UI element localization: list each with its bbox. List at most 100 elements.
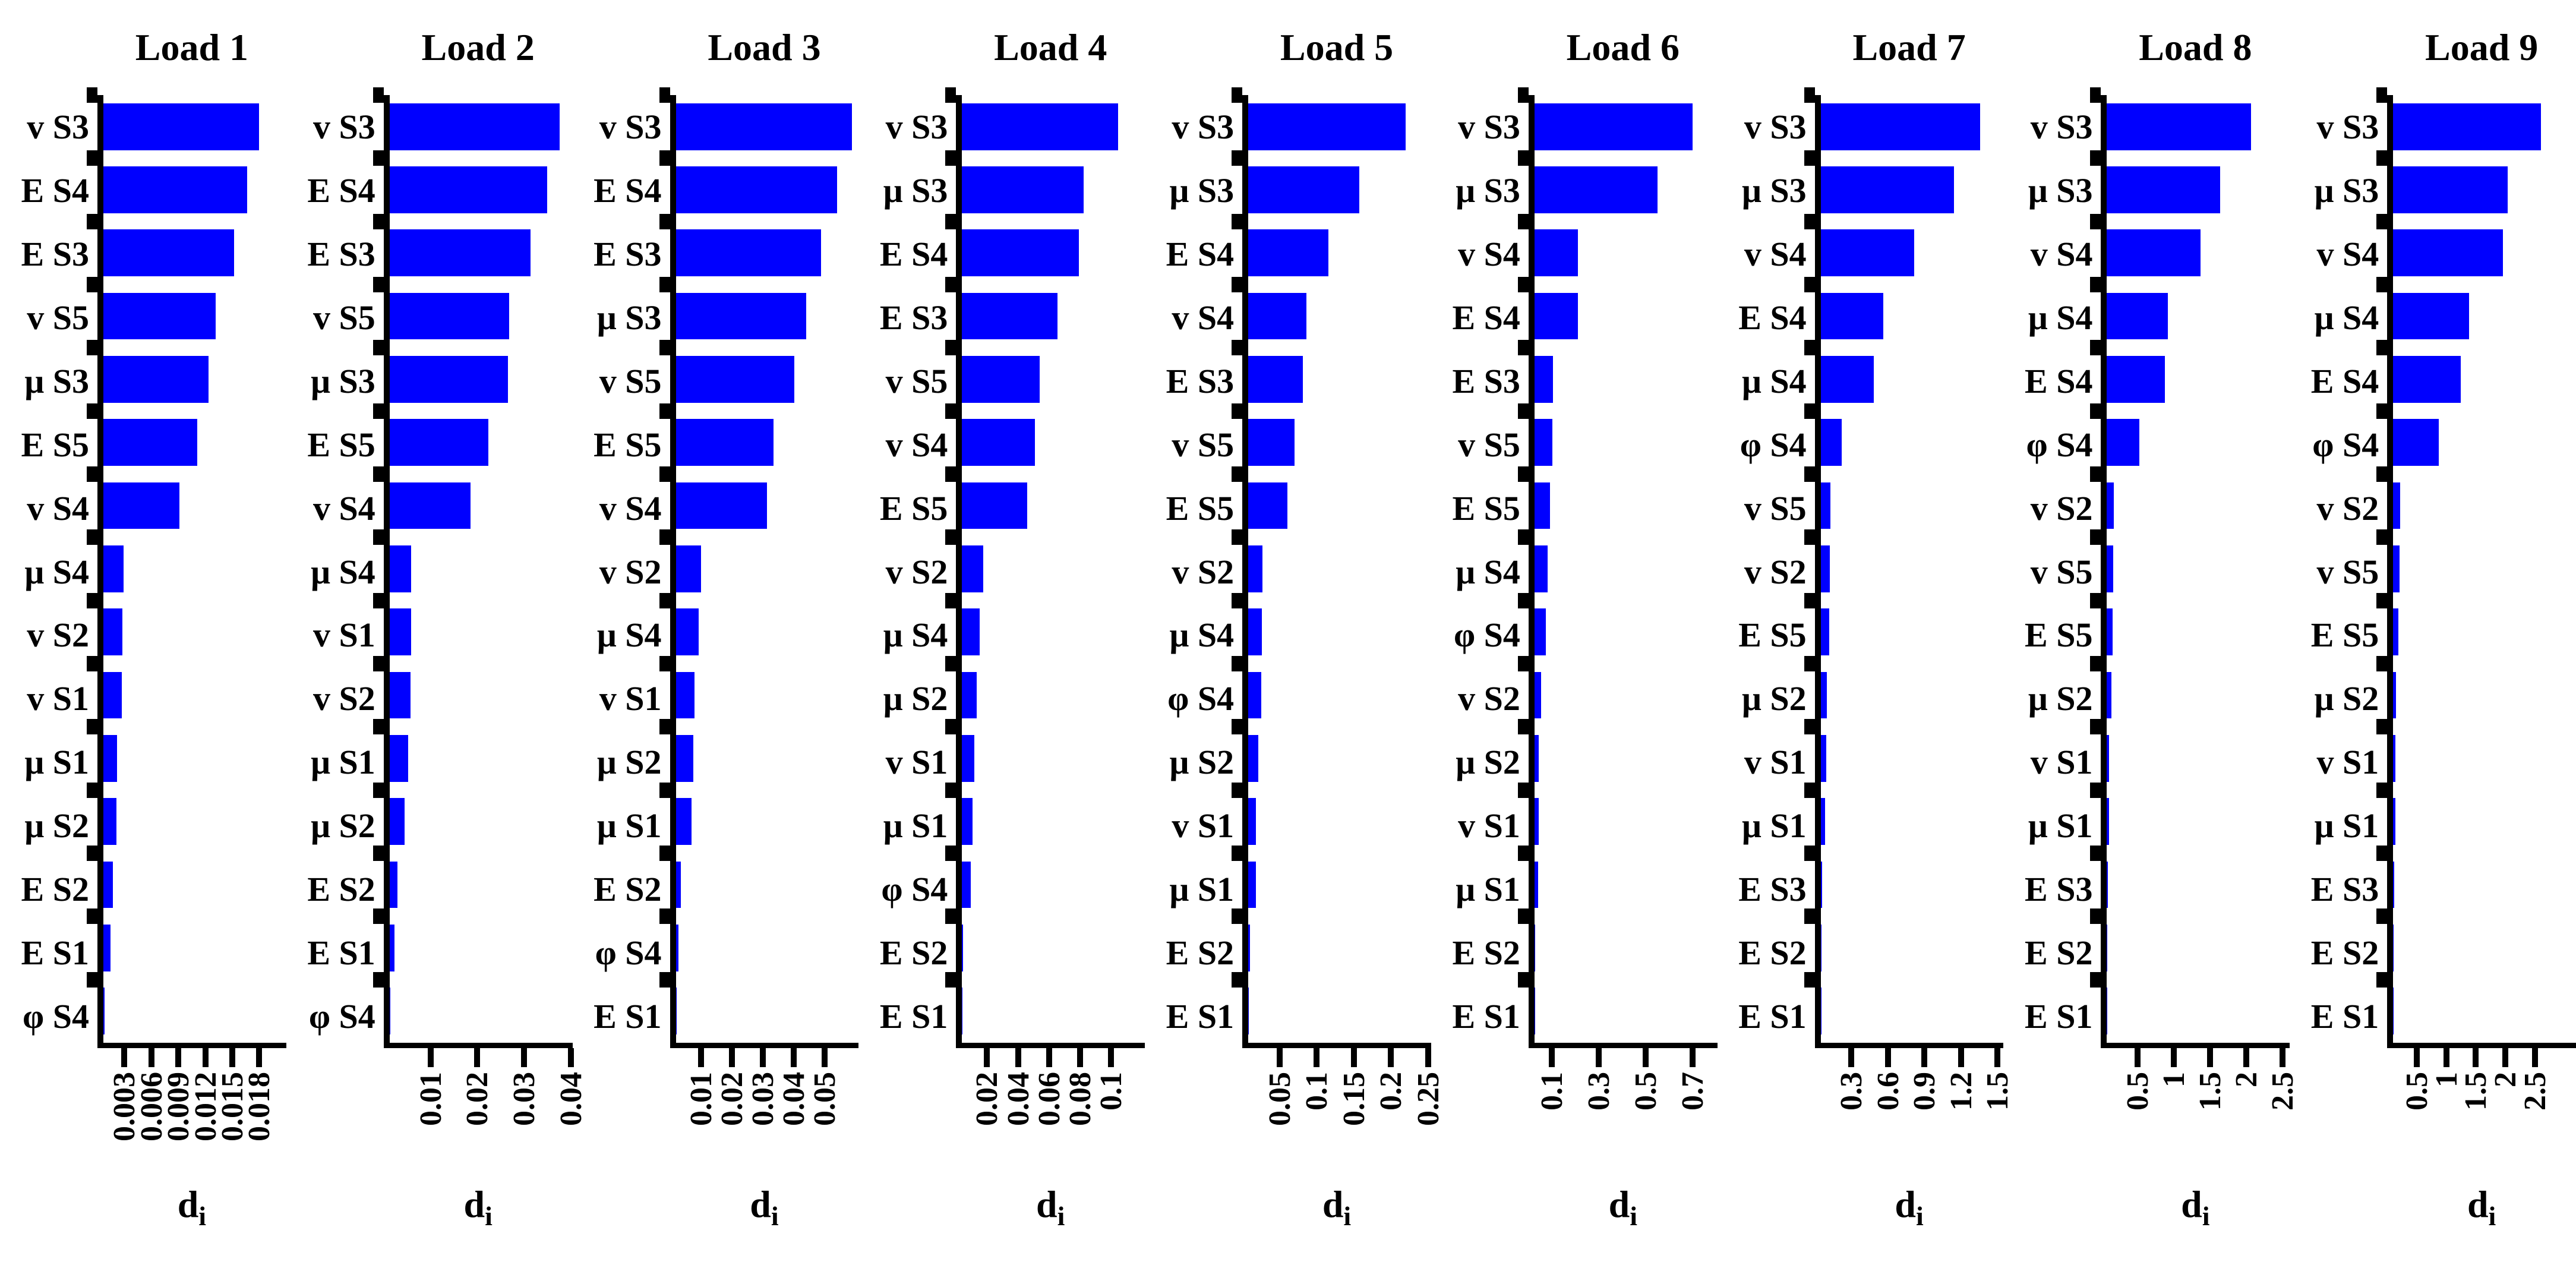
category-label: E S3 [594, 234, 662, 273]
y-axis-tick [945, 971, 956, 988]
x-axis-tick-label: 0.018 [242, 1072, 311, 1141]
y-axis-tick [945, 466, 956, 482]
bar-rows [103, 95, 286, 1043]
x-axis-label: di [2387, 1167, 2576, 1265]
bar-row [103, 158, 286, 221]
plot-area [2376, 87, 2576, 1048]
y-axis-tick [372, 846, 384, 861]
bar-v-s5 [675, 356, 795, 403]
category-label: v S2 [885, 552, 948, 591]
y-axis-tick [2376, 592, 2388, 608]
x-axis-tick-label: 1.5 [2193, 1072, 2231, 1111]
y-axis-tick [1804, 971, 1815, 988]
y-axis-tick [659, 87, 670, 103]
bar-e-s4 [389, 166, 547, 213]
bar-row [103, 285, 286, 348]
x-axis-tick-label-text: 0.3 [1582, 1072, 1617, 1111]
x-axis-tick-label: 0.5 [1628, 1072, 1667, 1111]
x-axis-tick-label: 2.5 [2265, 1072, 2304, 1111]
plot-area [372, 87, 573, 1048]
bar-row [1820, 664, 2004, 727]
x-axis-label: di [956, 1167, 1145, 1265]
category-label: v S3 [599, 107, 662, 146]
category-label: E S5 [594, 425, 662, 464]
bar-row [962, 95, 1145, 158]
y-axis-tick [945, 340, 956, 356]
x-axis-tick-label-text: 0.7 [1676, 1072, 1710, 1111]
category-label: E S4 [1452, 298, 1520, 337]
bar-e-s4 [675, 166, 838, 213]
category-label: v S1 [27, 679, 89, 718]
bar-row [103, 348, 286, 411]
category-label: v S5 [2316, 552, 2379, 591]
y-axis-tick [2376, 529, 2388, 545]
category-label: E S2 [1738, 933, 1807, 973]
category-label: φ S4 [2026, 425, 2093, 464]
bar-row [962, 601, 1145, 664]
x-axis-label-base: d [1608, 1183, 1630, 1225]
category-label: E S2 [1452, 933, 1520, 973]
bar-v-s4 [389, 482, 471, 529]
x-axis-tick-label: 0.3 [1581, 1072, 1620, 1111]
y-axis-category-labels: v S3 E S4 E S3 v S5 μ S3 E S5 v S4 μ S4 v S2 v S1… [0, 95, 97, 1048]
bar-row [1248, 474, 1431, 537]
bar-φ-s4 [103, 988, 105, 1035]
y-axis-tick [1232, 782, 1243, 798]
y-axis-tick [2376, 656, 2388, 671]
bar-e-s3 [1248, 356, 1303, 403]
y-axis-tick [1232, 656, 1243, 671]
category-label: E S1 [2310, 997, 2379, 1036]
category-label: E S5 [1452, 488, 1520, 528]
y-axis-tick [945, 87, 956, 103]
y-axis-tick [659, 846, 670, 861]
bar-e-s5 [962, 482, 1027, 529]
bar-row [962, 664, 1145, 727]
bar-μ-s4 [1534, 545, 1548, 592]
y-axis-category-labels: v S3 μ S3 v S4 μ S4 E S4 φ S4 v S2 v S5 E S5 μ S2… [2003, 95, 2101, 1048]
x-axis-ticks: 0.01 0.02 0.03 0.04 [384, 1048, 588, 1167]
x-axis-label-subscript: i [485, 1201, 493, 1231]
bar-e-s3 [103, 229, 234, 277]
x-axis-tick [1046, 1048, 1052, 1067]
bar-row [2393, 537, 2576, 600]
y-axis-tick [1517, 592, 1529, 608]
bar-μ-s1 [389, 735, 409, 782]
y-axis-tick [87, 403, 97, 419]
bar-row [2107, 474, 2290, 537]
category-label: μ S4 [1742, 361, 1807, 400]
category-label: μ S3 [311, 361, 375, 400]
x-axis-tick-label: 1 [2157, 1072, 2191, 1107]
y-axis-tick [945, 592, 956, 608]
y-axis-tick [659, 213, 670, 229]
panel-load-7: Load 7 v S3 μ S3 v S4 E S4 μ S4 φ S4 v S5 v S2 E … [1718, 0, 2015, 1265]
category-label: E S2 [1166, 933, 1235, 973]
y-axis-tick [1232, 213, 1243, 229]
x-axis-label-base: d [1036, 1183, 1057, 1225]
bar-e-s3 [1820, 861, 1822, 908]
bar-μ-s3 [389, 356, 509, 403]
x-axis-label-base: d [2181, 1183, 2202, 1225]
bar-e-s5 [1248, 482, 1287, 529]
bar-v-s4 [675, 482, 767, 529]
category-label: E S1 [2025, 997, 2093, 1036]
x-axis-tick-label: 1.5 [1980, 1072, 2019, 1111]
x-axis-tick-label: 0.1 [1299, 1072, 1338, 1111]
category-label: μ S4 [596, 616, 662, 655]
x-axis-tick [2531, 1048, 2538, 1067]
category-label: φ S4 [23, 997, 89, 1036]
category-label: μ S1 [883, 806, 948, 846]
x-axis-tick-label: 0.02 [460, 1072, 514, 1126]
category-label: μ S2 [1742, 679, 1807, 718]
category-label: v S5 [599, 361, 662, 400]
category-label: μ S4 [2028, 298, 2093, 337]
bar-e-s2 [103, 861, 113, 908]
category-label: μ S2 [311, 806, 375, 846]
y-axis-tick [1232, 529, 1243, 545]
x-axis-label: di [97, 1167, 286, 1265]
y-axis-tick [1804, 846, 1815, 861]
x-axis-ticks: 0.3 0.6 0.9 1.2 1.5 [1815, 1048, 2015, 1167]
x-axis-tick-label-text: 0.08 [1063, 1072, 1097, 1126]
x-axis-tick [202, 1048, 209, 1067]
bar-row [1820, 727, 2004, 790]
bar-μ-s4 [2107, 292, 2168, 340]
